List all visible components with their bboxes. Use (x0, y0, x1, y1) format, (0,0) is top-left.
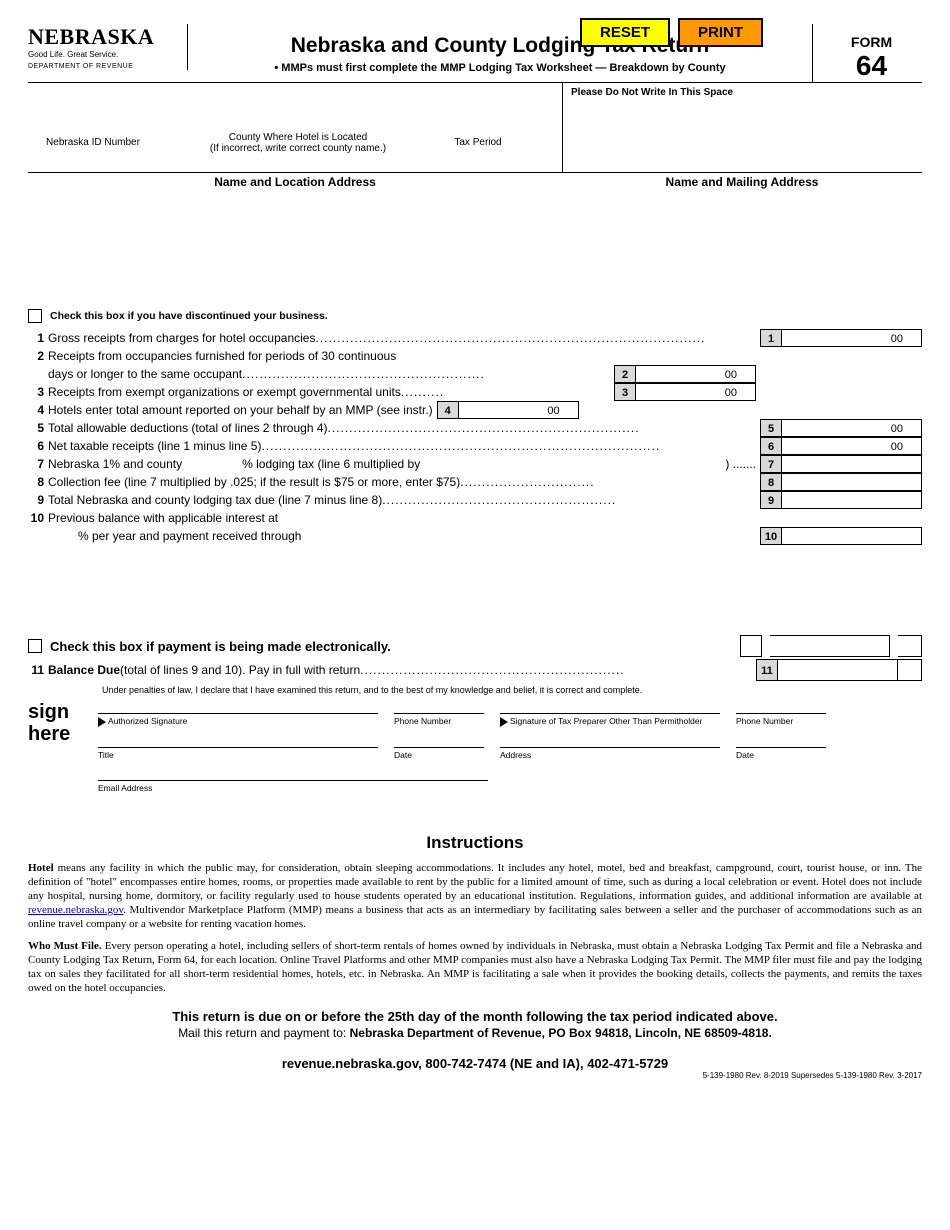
line-7-desc-a: Nebraska 1% and county (48, 455, 182, 473)
logo-block: NEBRASKA Good Life. Great Service. DEPAR… (28, 24, 188, 70)
line-7-num: 7 (28, 455, 48, 473)
instructions-heading: Instructions (28, 833, 922, 853)
line-11-cents[interactable] (898, 659, 922, 681)
instr-p2b: Every person operating a hotel, includin… (28, 940, 922, 994)
county-label-1: County Where Hotel is Located (198, 132, 398, 143)
address-label: Address (500, 747, 720, 760)
instr-p1c: . Multivendor Marketplace Platform (MMP)… (28, 904, 922, 930)
revenue-link[interactable]: revenue.nebraska.gov (28, 904, 123, 916)
phone1-label: Phone Number (394, 713, 484, 727)
line-2-value[interactable]: 00 (636, 365, 756, 383)
line-1-desc: Gross receipts from charges for hotel oc… (48, 329, 315, 347)
county-label-2: (If incorrect, write correct county name… (198, 143, 398, 154)
line-4-value[interactable]: 00 (459, 401, 579, 419)
auth-sig-label: Authorized Signature (108, 716, 187, 726)
line-3-value[interactable]: 00 (636, 383, 756, 401)
line-11-rest: (total of lines 9 and 10). Pay in full w… (120, 663, 360, 677)
mailing-address-header: Name and Mailing Address (562, 175, 922, 189)
phone2-label: Phone Number (736, 713, 826, 727)
line-10-num: 10 (28, 509, 48, 527)
form-label: FORM (821, 34, 922, 50)
logo-text: NEBRASKA (28, 24, 179, 50)
line-8-box: 8 (760, 473, 782, 491)
line-8-value[interactable] (782, 473, 922, 491)
line-9-num: 9 (28, 491, 48, 509)
line-10-value[interactable] (782, 527, 922, 545)
mail-prefix: Mail this return and payment to: (178, 1026, 349, 1040)
form-subtitle: • MMPs must first complete the MMP Lodgi… (198, 62, 802, 74)
line-11-value[interactable] (778, 659, 898, 681)
line-10-desc-b: % per year and payment received through (48, 527, 756, 545)
instr-p1b: means any facility in which the public m… (28, 862, 922, 902)
line-11-label: Balance Due (48, 663, 120, 677)
line-4-num: 4 (28, 401, 48, 419)
line-7-desc-b: % lodging tax (line 6 multiplied by (242, 455, 420, 473)
date1-label: Date (394, 747, 484, 760)
email-label: Email Address (98, 780, 488, 793)
logo-tagline: Good Life. Great Service. (28, 50, 179, 59)
line-10-desc-a: Previous balance with applicable interes… (48, 509, 756, 527)
line-7-box: 7 (760, 455, 782, 473)
line-8-num: 8 (28, 473, 48, 491)
date2-label: Date (736, 747, 826, 760)
line-3-box: 3 (614, 383, 636, 401)
line-3-desc: Receipts from exempt organizations or ex… (48, 383, 401, 401)
electronic-payment-checkbox[interactable] (28, 639, 42, 653)
revision-line: 5-139-1980 Rev. 8-2019 Supersedes 5-139-… (28, 1071, 922, 1080)
line-6-desc: Net taxable receipts (line 1 minus line … (48, 437, 261, 455)
location-address-header: Name and Location Address (28, 175, 562, 189)
instr-who-term: Who Must File. (28, 940, 102, 952)
line-2-box: 2 (614, 365, 636, 383)
line-10-box: 10 (760, 527, 782, 545)
line-11-box: 11 (756, 659, 778, 681)
line-9-box: 9 (760, 491, 782, 509)
line-1-value[interactable]: 00 (782, 329, 922, 347)
id-number-label: Nebraska ID Number (28, 137, 158, 148)
print-button[interactable]: PRINT (678, 18, 763, 47)
line-7-value[interactable] (782, 455, 922, 473)
line-5-value[interactable]: 00 (782, 419, 922, 437)
logo-dept: DEPARTMENT OF REVENUE (28, 63, 179, 70)
line-8-desc: Collection fee (line 7 multiplied by .02… (48, 473, 460, 491)
line-6-value[interactable]: 00 (782, 437, 922, 455)
line-2-num: 2 (28, 347, 48, 365)
due-date-line: This return is due on or before the 25th… (28, 1009, 922, 1024)
line-3-num: 3 (28, 383, 48, 401)
line-2-desc-b: days or longer to the same occupant (48, 365, 242, 383)
line-5-desc: Total allowable deductions (total of lin… (48, 419, 328, 437)
line-6-box: 6 (760, 437, 782, 455)
form-number: 64 (821, 50, 922, 82)
instr-hotel-term: Hotel (28, 862, 54, 874)
penalties-declaration: Under penalties of law, I declare that I… (98, 685, 922, 695)
line-2-desc-a: Receipts from occupancies furnished for … (48, 347, 756, 365)
line-11-num: 11 (28, 663, 48, 677)
line-6-num: 6 (28, 437, 48, 455)
discontinued-checkbox[interactable] (28, 309, 42, 323)
line-4-desc: Hotels enter total amount reported on yo… (48, 401, 433, 419)
line-1-num: 1 (28, 329, 48, 347)
line-1-box: 1 (760, 329, 782, 347)
title-label: Title (98, 747, 378, 760)
footer-contact: revenue.nebraska.gov, 800-742-7474 (NE a… (28, 1056, 922, 1071)
line-9-value[interactable] (782, 491, 922, 509)
discontinued-label: Check this box if you have discontinued … (50, 310, 328, 322)
tax-period-label: Tax Period (438, 137, 518, 148)
reset-button[interactable]: RESET (580, 18, 670, 47)
line-5-num: 5 (28, 419, 48, 437)
electronic-payment-label: Check this box if payment is being made … (50, 639, 391, 654)
mail-address: Nebraska Department of Revenue, PO Box 9… (350, 1026, 772, 1040)
line-4-box: 4 (437, 401, 459, 419)
sign-here-label: sign here (28, 685, 98, 813)
preparer-sig-label: Signature of Tax Preparer Other Than Per… (510, 716, 702, 726)
line-9-desc: Total Nebraska and county lodging tax du… (48, 491, 382, 509)
do-not-write-label: Please Do Not Write In This Space (562, 83, 922, 172)
line-5-box: 5 (760, 419, 782, 437)
